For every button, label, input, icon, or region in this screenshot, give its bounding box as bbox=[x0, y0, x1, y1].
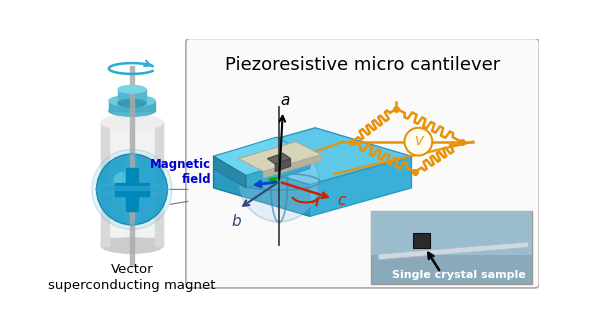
Ellipse shape bbox=[101, 115, 163, 130]
Polygon shape bbox=[214, 137, 310, 176]
Bar bbox=[101, 238, 163, 246]
Text: Single crystal sample: Single crystal sample bbox=[392, 270, 526, 280]
Ellipse shape bbox=[92, 149, 172, 230]
Text: Magnetic
field: Magnetic field bbox=[150, 158, 211, 186]
Ellipse shape bbox=[109, 95, 155, 106]
Bar bbox=[371, 211, 532, 284]
Ellipse shape bbox=[101, 238, 163, 253]
Polygon shape bbox=[268, 153, 290, 164]
Polygon shape bbox=[379, 242, 529, 260]
Bar bbox=[115, 183, 149, 196]
Circle shape bbox=[404, 128, 432, 156]
Bar bbox=[109, 101, 155, 111]
Polygon shape bbox=[246, 156, 310, 188]
Polygon shape bbox=[238, 142, 322, 172]
Ellipse shape bbox=[97, 154, 167, 225]
Bar bbox=[115, 186, 149, 190]
Ellipse shape bbox=[109, 106, 155, 116]
Polygon shape bbox=[263, 155, 322, 178]
Polygon shape bbox=[310, 156, 412, 216]
Text: a: a bbox=[280, 93, 290, 108]
Text: Piezoresistive micro cantilever: Piezoresistive micro cantilever bbox=[226, 56, 500, 74]
Bar bbox=[155, 122, 163, 246]
Text: Vector
superconducting magnet: Vector superconducting magnet bbox=[48, 263, 215, 292]
Ellipse shape bbox=[118, 99, 146, 107]
Bar bbox=[101, 122, 109, 246]
Bar bbox=[413, 233, 430, 248]
Bar bbox=[130, 66, 134, 267]
Ellipse shape bbox=[118, 85, 146, 93]
Text: V: V bbox=[414, 135, 422, 148]
Bar bbox=[101, 122, 163, 246]
Bar bbox=[118, 89, 146, 103]
Bar bbox=[371, 211, 532, 255]
Ellipse shape bbox=[239, 142, 319, 222]
Polygon shape bbox=[214, 156, 246, 188]
FancyBboxPatch shape bbox=[186, 39, 539, 288]
Bar bbox=[126, 168, 138, 211]
Polygon shape bbox=[214, 156, 310, 216]
Ellipse shape bbox=[113, 172, 135, 189]
Polygon shape bbox=[275, 159, 290, 172]
Polygon shape bbox=[214, 128, 412, 185]
Text: c: c bbox=[338, 193, 346, 208]
Text: b: b bbox=[231, 214, 241, 229]
